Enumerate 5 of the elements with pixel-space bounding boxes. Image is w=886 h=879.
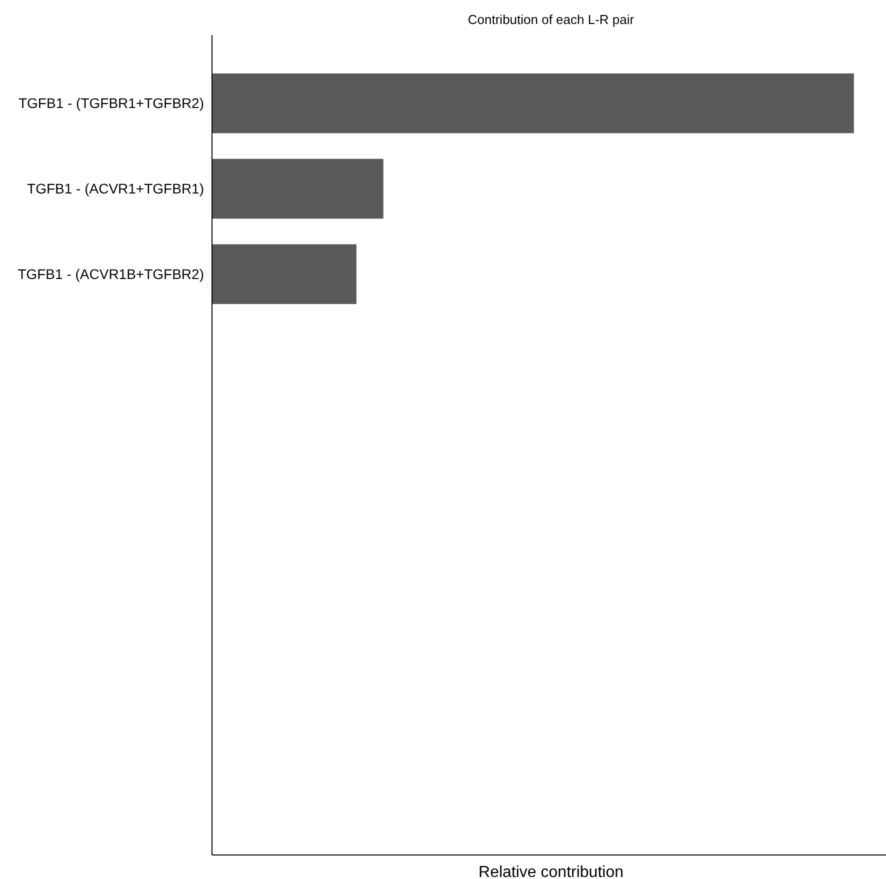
y-tick-label: TGFB1 - (ACVR1+TGFBR1) [27, 180, 204, 197]
chart-title: Contribution of each L-R pair [468, 12, 635, 27]
y-tick-label: TGFB1 - (TGFBR1+TGFBR2) [18, 95, 204, 112]
y-tick-label: TGFB1 - (ACVR1B+TGFBR2) [18, 266, 204, 282]
x-axis-title: Relative contribution [478, 864, 624, 879]
